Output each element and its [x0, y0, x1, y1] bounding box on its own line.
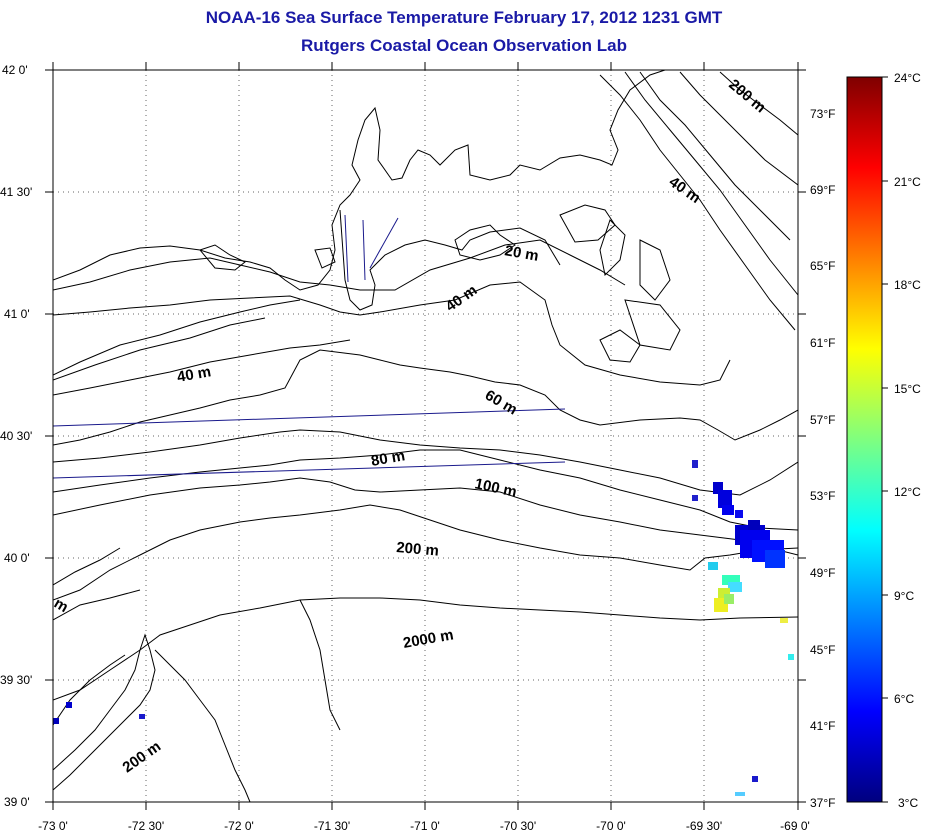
fahrenheit-label: 61°F — [810, 336, 835, 350]
celsius-label: 24°C — [894, 71, 921, 85]
fahrenheit-label: 65°F — [810, 259, 835, 273]
fahrenheit-label: 45°F — [810, 643, 835, 657]
lon-label: -70 0' — [596, 819, 626, 833]
fahrenheit-label: 53°F — [810, 489, 835, 503]
lat-label: 40 0' — [4, 551, 30, 565]
lon-label: -69 0' — [780, 819, 810, 833]
contour-label: 200 m — [120, 738, 165, 776]
graticule — [53, 70, 798, 802]
contour-label: 200 m — [396, 539, 440, 560]
lon-label: -71 0' — [410, 819, 440, 833]
contour-label: 2000 m — [402, 626, 455, 652]
survey-tracks — [53, 214, 566, 479]
lat-label: 40 30' — [0, 429, 32, 443]
contour-label: 40 m — [176, 363, 213, 386]
lat-label: 39 30' — [0, 673, 32, 687]
lat-label: 42 0' — [2, 63, 28, 77]
contour-label: 80 m — [370, 447, 407, 470]
fahrenheit-label: 69°F — [810, 183, 835, 197]
contour-label: 40 m — [443, 282, 481, 316]
contour-labels: 200 m 40 m 20 m 40 m 40 m 60 m 80 m 100 … — [51, 76, 769, 776]
contour-label: 100 m — [473, 475, 518, 500]
map-subtitle: Rutgers Coastal Ocean Observation Lab — [301, 36, 627, 55]
tick-marks — [45, 62, 806, 810]
lon-label: -72 30' — [128, 819, 164, 833]
contour-label: 40 m — [666, 173, 704, 207]
fahrenheit-label: 73°F — [810, 107, 835, 121]
lon-label: -69 30' — [686, 819, 722, 833]
celsius-label: 15°C — [894, 382, 921, 396]
fahrenheit-label: 37°F — [810, 796, 835, 810]
celsius-label: 12°C — [894, 485, 921, 499]
lat-label: 41 30' — [0, 185, 32, 199]
map-title: NOAA-16 Sea Surface Temperature February… — [205, 8, 723, 27]
contour-label: 60 m — [482, 387, 520, 419]
contour-label: 200 m — [725, 76, 769, 116]
celsius-label: 3°C — [898, 796, 918, 810]
lon-label: -73 0' — [38, 819, 68, 833]
celsius-label: 18°C — [894, 278, 921, 292]
lat-label: 39 0' — [4, 795, 30, 809]
colorbar: 24°C 21°C 18°C 15°C 12°C 9°C 6°C 3°C — [846, 71, 921, 810]
lon-label: -71 30' — [314, 819, 350, 833]
contour-label: 20 m — [503, 242, 540, 265]
fahrenheit-label: 41°F — [810, 719, 835, 733]
celsius-label: 9°C — [894, 589, 914, 603]
coastline — [53, 70, 666, 291]
lon-label: -72 0' — [224, 819, 254, 833]
celsius-label: 21°C — [894, 175, 921, 189]
fahrenheit-label: 57°F — [810, 413, 835, 427]
lat-label: 41 0' — [4, 307, 30, 321]
contour-label: m — [51, 595, 71, 616]
celsius-label: 6°C — [894, 692, 914, 706]
lon-label: -70 30' — [500, 819, 536, 833]
fahrenheit-label: 49°F — [810, 566, 835, 580]
sst-data-pixels — [53, 460, 794, 796]
